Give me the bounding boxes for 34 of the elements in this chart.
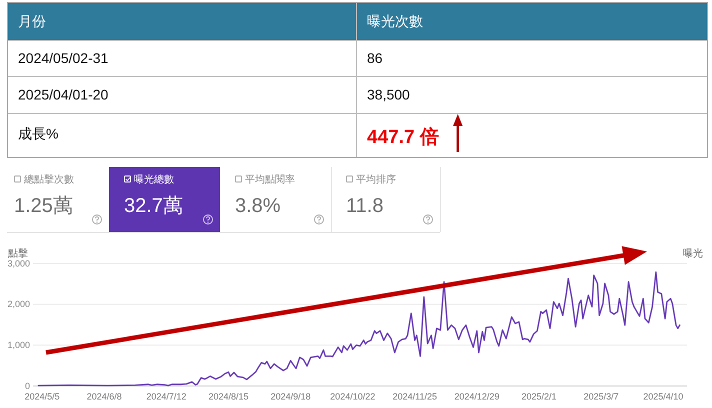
- x-tick-label: 2024/10/22: [330, 391, 376, 402]
- x-tick-label: 2025/3/7: [584, 391, 619, 402]
- x-tick-label: 2024/6/8: [86, 391, 122, 402]
- x-tick-label: 2024/9/18: [270, 391, 311, 402]
- text: 1.25萬: [14, 195, 73, 217]
- x-tick-label: 2024/8/15: [208, 391, 248, 402]
- line-series: [38, 271, 680, 386]
- category-label: 2025/04/01-20: [18, 86, 109, 102]
- x-tick-label: 2025/4/10: [643, 391, 684, 402]
- text: 月份: [18, 12, 46, 29]
- y-tick-label: 0: [24, 380, 30, 391]
- x-tick-label: 2024/5/5: [24, 391, 60, 402]
- text: 總點擊次數: [23, 174, 74, 186]
- text: 成長%: [18, 125, 58, 142]
- text: 3.8%: [235, 195, 281, 217]
- text: 平均點閱率: [245, 174, 295, 186]
- text: 平均排序: [356, 174, 396, 186]
- x-tick-label: 2025/2/1: [522, 391, 557, 402]
- text: 曝光總數: [134, 174, 174, 186]
- text: 11.8: [346, 195, 384, 217]
- text: 447.7 倍: [367, 126, 439, 148]
- y-tick-label: 1,000: [7, 340, 30, 350]
- category-label: 2024/05/02-31: [18, 50, 109, 66]
- x-tick-label: 2024/7/12: [146, 391, 186, 402]
- y-tick-label: 3,000: [7, 258, 30, 268]
- text: 38,500: [367, 86, 410, 102]
- x-tick-label: 2024/11/25: [392, 391, 437, 402]
- text: 86: [367, 50, 383, 66]
- y2-axis-title: 曝光: [683, 248, 703, 260]
- y-axis-title: 點擊: [7, 248, 28, 260]
- text: 32.7萬: [124, 195, 183, 217]
- text: 曝光次數: [367, 12, 423, 29]
- x-tick-label: 2024/12/29: [454, 391, 500, 402]
- y-tick-label: 2,000: [7, 299, 30, 310]
